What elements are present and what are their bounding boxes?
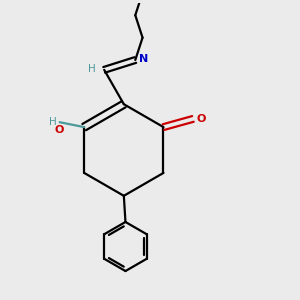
Text: H: H xyxy=(49,116,57,127)
Text: N: N xyxy=(139,54,148,64)
Text: O: O xyxy=(197,114,206,124)
Text: O: O xyxy=(55,125,64,135)
Text: H: H xyxy=(88,64,96,74)
